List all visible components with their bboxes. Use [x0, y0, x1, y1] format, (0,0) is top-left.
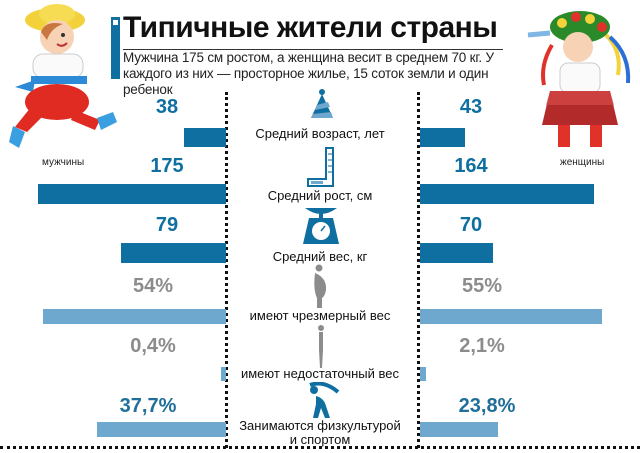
women-weight-value: 70 — [459, 214, 483, 236]
women-height-value: 164 — [454, 155, 488, 177]
men-weight-bar — [121, 243, 226, 263]
title-divider — [123, 49, 503, 50]
women-sports-bar — [420, 422, 498, 437]
men-height-value: 175 — [150, 155, 184, 177]
weight-label: Средний вес, кг — [272, 249, 368, 264]
girl-illustration — [510, 5, 640, 155]
men-sports-value: 37,7% — [119, 395, 177, 417]
overweight-person-icon — [311, 264, 331, 313]
men-age-bar — [184, 128, 226, 147]
subtitle: Мужчина 175 см ростом, а женщина весит в… — [123, 50, 494, 97]
sports-label-line2: и спортом — [289, 432, 351, 447]
boy-illustration — [5, 2, 120, 152]
title-accent-bar — [111, 17, 120, 79]
ruler-icon — [306, 146, 338, 193]
underweight-label: имеют недостаточный вес — [240, 366, 400, 381]
women-axis-line — [417, 92, 420, 448]
women-weight-bar — [420, 243, 493, 263]
women-underweight-bar — [420, 367, 426, 381]
men-underweight-value: 0,4% — [130, 335, 176, 357]
women-age-bar — [420, 128, 465, 147]
age-label: Средний возраст, лет — [255, 126, 385, 141]
party-hat-icon — [309, 88, 335, 127]
men-sports-bar — [97, 422, 226, 437]
men-axis-line — [225, 92, 228, 448]
exercise-person-icon — [306, 381, 340, 425]
women-age-value: 43 — [459, 96, 483, 118]
sports-label-line1: Занимаются физкультурой — [239, 418, 401, 433]
men-age-value: 38 — [155, 96, 179, 118]
bottom-dotted-rule — [0, 446, 640, 449]
men-overweight-bar — [43, 309, 226, 324]
women-overweight-value: 55% — [461, 275, 503, 297]
women-sports-value: 23,8% — [458, 395, 516, 417]
men-underweight-bar — [221, 367, 226, 381]
men-weight-value: 79 — [155, 214, 179, 236]
women-legend-label: женщины — [560, 157, 605, 168]
page-title: Типичные жители страны — [123, 11, 498, 44]
scale-icon — [301, 204, 341, 251]
overweight-label: имеют чрезмерный вес — [249, 308, 391, 323]
thin-person-icon — [314, 324, 328, 373]
women-height-bar — [420, 184, 594, 204]
women-overweight-bar — [420, 309, 602, 324]
women-underweight-value: 2,1% — [459, 335, 505, 357]
men-legend-label: мужчины — [42, 157, 85, 168]
men-height-bar — [38, 184, 226, 204]
height-label: Средний рост, см — [267, 188, 373, 203]
men-overweight-value: 54% — [132, 275, 174, 297]
